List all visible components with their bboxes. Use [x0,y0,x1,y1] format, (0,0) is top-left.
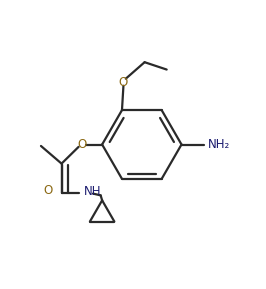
Text: NH₂: NH₂ [207,138,230,151]
Text: O: O [77,138,87,151]
Text: O: O [44,184,53,197]
Text: NH: NH [84,185,101,198]
Text: O: O [119,76,128,89]
